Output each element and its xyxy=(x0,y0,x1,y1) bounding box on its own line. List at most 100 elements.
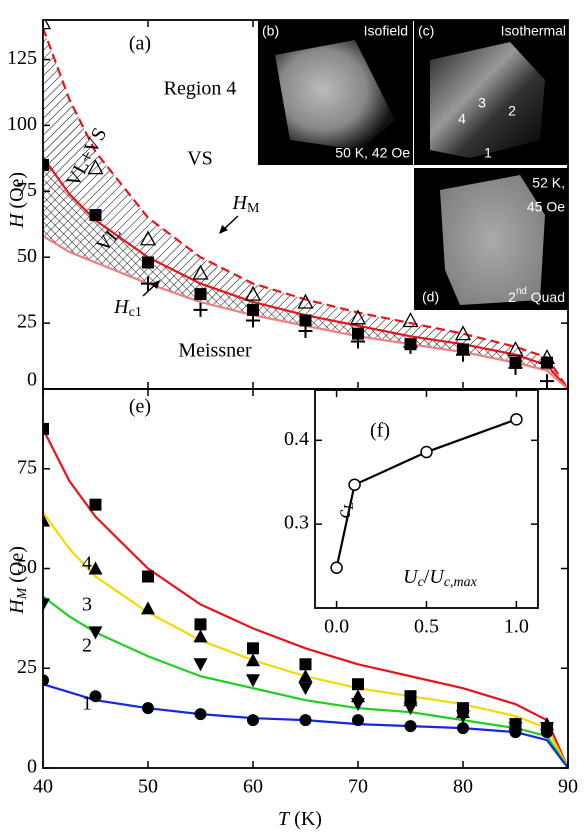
marker xyxy=(298,682,313,696)
marker xyxy=(456,710,470,724)
label-part: c xyxy=(333,509,355,518)
sample-c xyxy=(430,42,545,158)
marker xyxy=(403,702,418,716)
insets xyxy=(258,20,568,310)
marker xyxy=(192,264,209,280)
marker xyxy=(89,498,102,511)
marker xyxy=(247,642,259,655)
curve xyxy=(335,418,517,568)
label-part: c1 xyxy=(129,305,142,320)
marker xyxy=(141,601,155,615)
x-tick-label: 60 xyxy=(243,776,263,798)
arrow-head xyxy=(151,280,160,289)
marker xyxy=(456,347,470,362)
hatch-region xyxy=(43,157,568,389)
label-part: M xyxy=(247,201,260,216)
marker xyxy=(352,678,364,691)
annotation: 2 xyxy=(508,103,516,119)
x-tick-label: 0.0 xyxy=(324,616,349,638)
marker xyxy=(246,653,260,667)
annotation: 45 Oe xyxy=(527,199,565,215)
annotation: 1 xyxy=(484,145,492,161)
x-tick-label: 40 xyxy=(33,776,53,798)
x-tick-label: 80 xyxy=(453,776,473,798)
label-part: T xyxy=(278,808,291,830)
marker xyxy=(420,445,433,459)
label-part: H xyxy=(113,296,130,318)
hatch-region xyxy=(43,27,568,389)
marker xyxy=(89,209,102,222)
annotation: HM xyxy=(232,192,260,217)
annotation: VS xyxy=(187,148,213,170)
axes-frame xyxy=(42,388,569,769)
annotation: (c) xyxy=(418,23,434,39)
marker xyxy=(142,702,154,715)
marker xyxy=(139,230,157,246)
label-part: H xyxy=(6,212,28,229)
marker xyxy=(43,158,49,171)
x-tick-label: 70 xyxy=(348,776,368,798)
annotation: (e) xyxy=(129,396,151,418)
label-part: H xyxy=(232,192,249,214)
y-tick-label: 75 xyxy=(17,179,37,201)
marker xyxy=(351,698,365,712)
y-tick-label: 25 xyxy=(17,656,37,678)
marker xyxy=(348,478,361,491)
curve xyxy=(43,428,568,768)
label-part: 2 xyxy=(508,289,516,305)
marker xyxy=(43,513,50,527)
marker xyxy=(510,413,523,426)
marker xyxy=(457,722,469,735)
annotation: 52 K, xyxy=(532,175,565,191)
y-tick-label: 25 xyxy=(17,311,37,333)
annotation: 2nd Quad xyxy=(508,286,565,305)
marker xyxy=(352,714,364,727)
label-part: (K) xyxy=(289,808,322,830)
x-tick-label: 50 xyxy=(138,776,158,798)
marker xyxy=(508,360,523,375)
annotation: 4 xyxy=(458,111,466,127)
x-tick-label: 0.5 xyxy=(414,616,439,638)
annotation: 50 K, 42 Oe xyxy=(335,145,410,161)
marker xyxy=(297,293,314,309)
y-tick-label: 0 xyxy=(27,756,37,778)
label-part: (Oe) xyxy=(6,546,28,588)
x-tick-label: 90 xyxy=(558,776,578,798)
arrows xyxy=(142,215,239,297)
marker xyxy=(193,658,208,672)
annotation: (d) xyxy=(422,289,439,305)
annotation: (a) xyxy=(129,33,151,55)
legend-label: 1 xyxy=(82,693,92,715)
marker xyxy=(299,714,312,727)
marker xyxy=(43,598,50,612)
y-tick-label: 50 xyxy=(17,556,37,578)
marker xyxy=(88,561,103,575)
label-part: M xyxy=(15,586,30,600)
annotation: (f) xyxy=(370,420,390,442)
y-axis-label: H (Oe) xyxy=(6,172,28,229)
legend-label: 3 xyxy=(82,594,92,616)
marker xyxy=(87,159,104,175)
marker xyxy=(193,302,208,317)
arrow-head xyxy=(219,225,228,234)
marker xyxy=(403,339,418,354)
y-axis-label: cL xyxy=(333,501,358,518)
y-tick-label: 50 xyxy=(17,245,37,267)
marker xyxy=(541,356,553,369)
marker xyxy=(246,674,260,688)
marker xyxy=(194,618,207,631)
marker xyxy=(402,312,419,328)
y-tick-label: 0 xyxy=(27,369,37,391)
marker xyxy=(509,726,522,739)
x-axis-label: T (K) xyxy=(278,808,322,830)
label-part: c xyxy=(418,575,425,590)
marker xyxy=(299,658,312,671)
marker xyxy=(142,256,154,269)
y-tick-label: 0.3 xyxy=(284,512,309,534)
legend-label: 2 xyxy=(82,635,92,657)
x-tick-label: 1.0 xyxy=(504,616,529,638)
marker xyxy=(298,324,313,339)
label-part: L xyxy=(342,501,357,510)
marker xyxy=(244,285,262,301)
label-part: U xyxy=(429,566,445,588)
